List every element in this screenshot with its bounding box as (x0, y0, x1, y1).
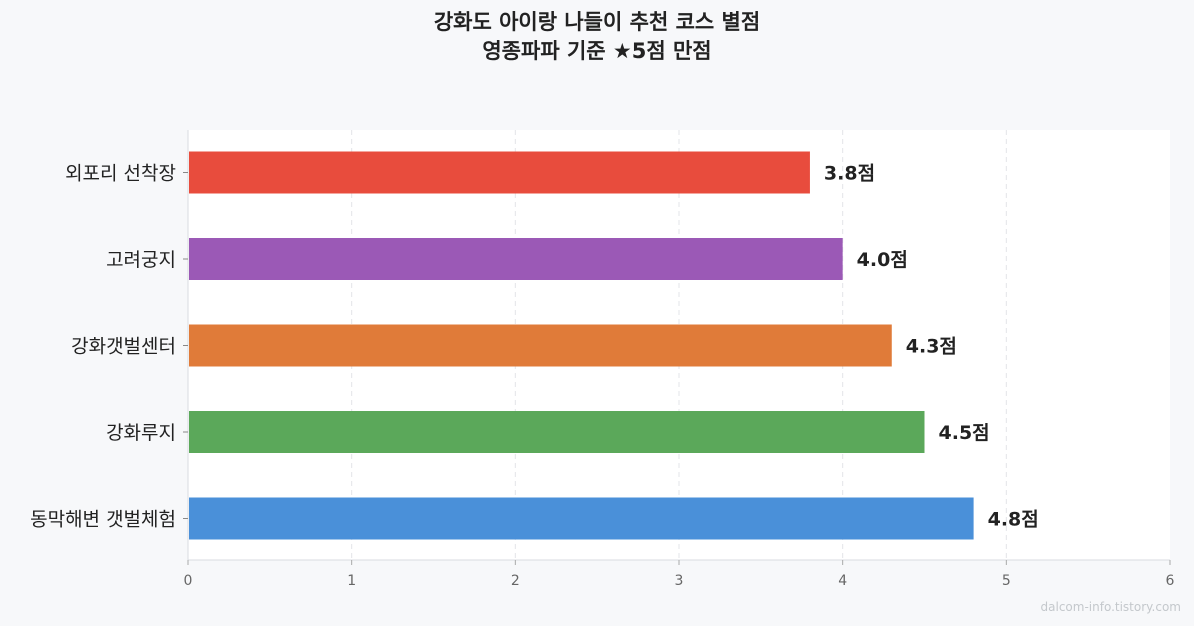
x-tick-label: 3 (675, 573, 684, 589)
x-tick-label: 1 (347, 573, 356, 589)
chart-title: 강화도 아이랑 나들이 추천 코스 별점 (434, 10, 760, 34)
x-tick-labels: 0 1 2 3 4 5 6 (184, 560, 1175, 589)
x-tick-label: 4 (838, 573, 847, 589)
bar (189, 497, 974, 540)
category-label: 강화갯벌센터 (71, 336, 176, 358)
bar (189, 238, 843, 280)
x-tick-label: 6 (1166, 573, 1175, 589)
category-label: 동막해변 갯벌체험 (30, 509, 176, 531)
x-tick-label: 2 (511, 573, 520, 589)
value-label: 4.8점 (988, 509, 1039, 531)
category-label: 강화루지 (106, 422, 176, 444)
value-label: 4.3점 (906, 336, 957, 358)
bar (189, 151, 810, 194)
value-label: 3.8점 (824, 163, 875, 185)
bar (189, 324, 892, 367)
x-tick-label: 5 (1002, 573, 1011, 589)
value-label: 4.0점 (857, 249, 908, 271)
category-label: 외포리 선착장 (65, 163, 176, 185)
watermark-text: dalcom-info.tistory.com (1041, 600, 1181, 614)
chart-subtitle: 영종파파 기준 ★5점 만점 (482, 39, 711, 63)
value-label: 4.5점 (939, 422, 990, 444)
value-labels: 3.8점 4.0점 4.3점 4.5점 4.8점 (824, 163, 1039, 531)
category-label: 고려궁지 (106, 249, 176, 271)
x-tick-label: 0 (184, 573, 193, 589)
bars (189, 151, 974, 540)
bar (189, 411, 925, 453)
